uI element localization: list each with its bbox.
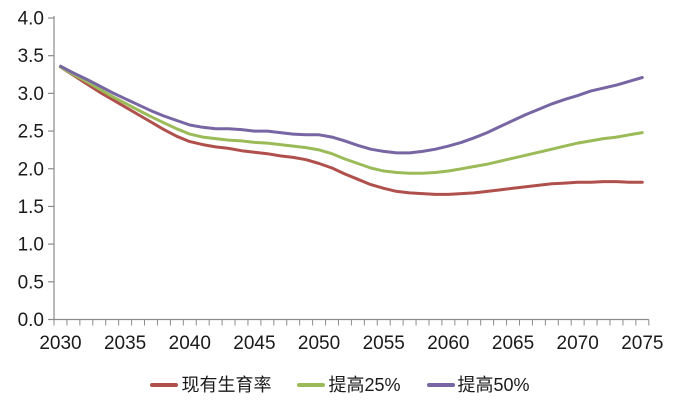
legend-swatch-increase-25-icon bbox=[297, 383, 326, 387]
legend-label-increase-50: 提高50% bbox=[457, 375, 530, 395]
legend-swatch-current-fertility-icon bbox=[150, 383, 179, 387]
line-chart-plot-area: 0.0 0.5 1.0 1.5 2.0 2.5 3.0 3.5 4.0 2030 2035 2040 2… bbox=[18, 9, 664, 355]
x-axis-tick-label: 2035 bbox=[104, 333, 146, 354]
y-axis-tick-label: 2.0 bbox=[18, 159, 44, 180]
series-line-1 bbox=[59, 65, 644, 175]
y-axis-tick-label: 1.0 bbox=[18, 235, 44, 256]
x-axis-tick-label: 2030 bbox=[39, 333, 81, 354]
y-axis-tick-label: 4.0 bbox=[18, 9, 44, 30]
x-axis-tick-label: 2040 bbox=[169, 333, 211, 354]
x-axis-tick-label: 2060 bbox=[427, 333, 469, 354]
legend-swatch-increase-50-icon bbox=[426, 383, 455, 387]
x-axis-tick-label: 2065 bbox=[492, 333, 534, 354]
y-axis-tick-label: 1.5 bbox=[18, 197, 44, 218]
legend-item-current-fertility: 现有生育率 bbox=[150, 376, 271, 394]
x-axis-tick-label: 2055 bbox=[363, 333, 405, 354]
series-line-0 bbox=[59, 65, 644, 196]
legend-item-increase-25: 提高25% bbox=[297, 375, 401, 395]
x-axis-tick-label: 2075 bbox=[621, 333, 663, 354]
y-axis-tick-label: 0.5 bbox=[18, 272, 44, 293]
legend-item-increase-50: 提高50% bbox=[426, 375, 530, 395]
x-axis-tick-label: 2070 bbox=[557, 333, 599, 354]
x-axis-tick-label: 2050 bbox=[298, 333, 340, 354]
legend-label-current-fertility: 现有生育率 bbox=[181, 375, 272, 395]
chart-legend: 现有生育率 提高25% 提高50% bbox=[0, 366, 680, 404]
legend-label-increase-25: 提高25% bbox=[328, 375, 401, 395]
y-axis-tick-label: 0.0 bbox=[18, 310, 44, 331]
y-axis-tick-label: 3.5 bbox=[18, 46, 44, 67]
y-axis-tick-label: 3.0 bbox=[18, 84, 44, 105]
x-axis-tick-label: 2045 bbox=[233, 333, 275, 354]
y-axis-tick-label: 2.5 bbox=[18, 122, 44, 143]
series-line-2 bbox=[59, 64, 644, 155]
